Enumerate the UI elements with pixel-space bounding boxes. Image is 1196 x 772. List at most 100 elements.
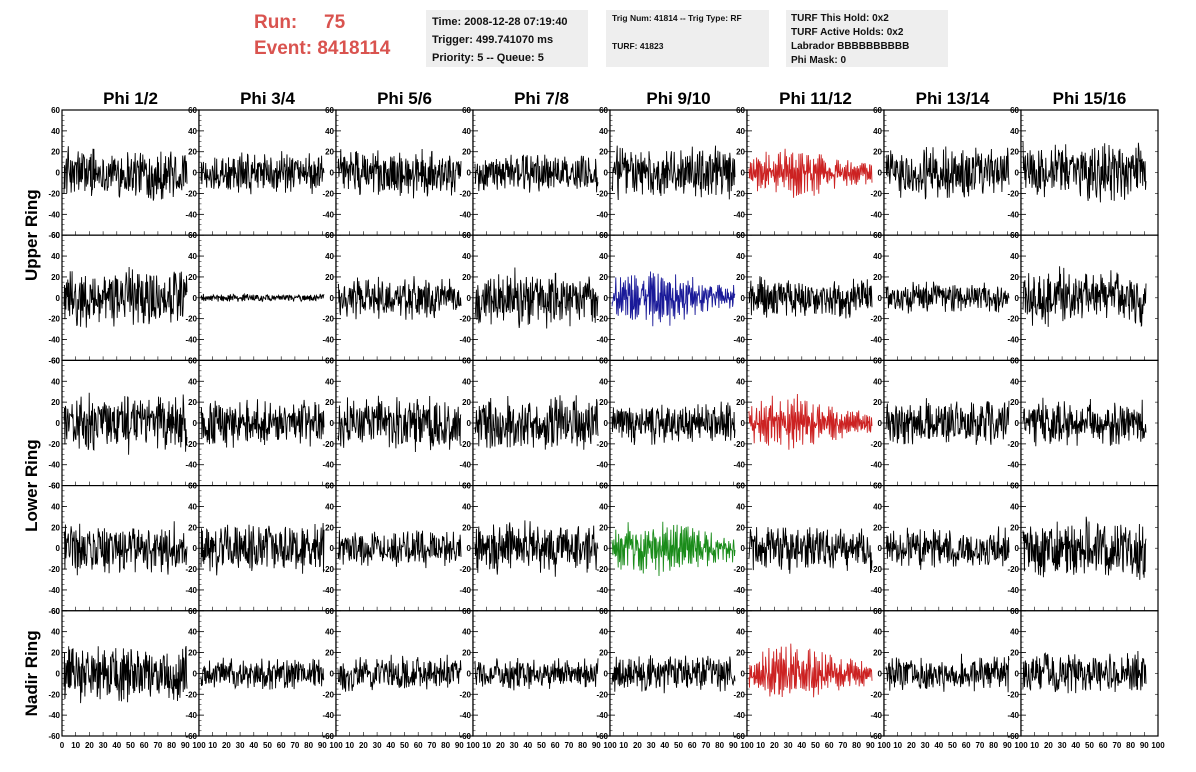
turf-info-box: TURF This Hold: 0x2 TURF Active Holds: 0… — [786, 10, 948, 67]
x-tick-label: 30 — [647, 741, 656, 750]
y-tick-label: 20 — [873, 148, 882, 157]
y-tick-label: 60 — [462, 607, 471, 616]
y-tick-label: 20 — [1010, 273, 1019, 282]
y-tick-label: -40 — [733, 210, 745, 219]
x-tick-label: 70 — [975, 741, 984, 750]
x-tick-label: 60 — [1099, 741, 1108, 750]
x-tick-label: 70 — [701, 741, 710, 750]
x-tick-label: 30 — [1058, 741, 1067, 750]
x-tick-label: 100 — [1151, 741, 1165, 750]
y-tick-label: 60 — [599, 106, 608, 115]
y-tick-label: 20 — [599, 398, 608, 407]
y-tick-label: -60 — [48, 356, 60, 365]
y-tick-label: -20 — [1007, 690, 1019, 699]
event-value: 8418114 — [317, 38, 391, 59]
y-tick-label: -40 — [48, 711, 60, 720]
y-tick-label: -20 — [596, 565, 608, 574]
y-tick-label: 40 — [736, 377, 745, 386]
y-tick-label: -60 — [48, 607, 60, 616]
y-tick-label: -20 — [322, 690, 334, 699]
waveform-trace — [337, 276, 462, 320]
y-tick-label: 20 — [51, 523, 60, 532]
x-tick-label: 100 — [466, 741, 480, 750]
y-tick-label: 20 — [51, 273, 60, 282]
y-tick-label: 0 — [604, 544, 609, 553]
y-tick-label: 40 — [736, 502, 745, 511]
y-tick-label: -40 — [1007, 586, 1019, 595]
y-tick-label: 40 — [1010, 628, 1019, 637]
y-tick-label: 60 — [51, 106, 60, 115]
y-tick-label: -60 — [48, 732, 60, 741]
x-tick-label: 90 — [729, 741, 738, 750]
y-tick-label: -60 — [48, 482, 60, 491]
y-tick-label: 60 — [325, 482, 334, 491]
y-tick-label: 60 — [736, 106, 745, 115]
x-tick-label: 80 — [989, 741, 998, 750]
y-tick-label: -40 — [322, 210, 334, 219]
y-tick-label: -20 — [870, 690, 882, 699]
y-tick-label: 60 — [599, 231, 608, 240]
y-tick-label: 0 — [1015, 419, 1020, 428]
y-tick-label: 60 — [873, 356, 882, 365]
y-tick-label: -20 — [870, 440, 882, 449]
y-tick-label: -40 — [48, 336, 60, 345]
labrador-text: Labrador BBBBBBBBBB — [791, 41, 910, 52]
x-tick-label: 40 — [112, 741, 121, 750]
y-tick-label: 20 — [1010, 148, 1019, 157]
trigger-text: Trigger: 499.741070 ms — [432, 34, 554, 46]
y-tick-label: 40 — [325, 377, 334, 386]
y-tick-label: 0 — [878, 669, 883, 678]
y-tick-label: 0 — [330, 419, 335, 428]
x-tick-label: 50 — [537, 741, 546, 750]
x-tick-label: 60 — [140, 741, 149, 750]
y-tick-label: 60 — [51, 356, 60, 365]
y-tick-label: 60 — [188, 231, 197, 240]
y-tick-label: 60 — [599, 607, 608, 616]
y-tick-label: 0 — [604, 669, 609, 678]
y-tick-label: -40 — [48, 586, 60, 595]
y-tick-label: 40 — [325, 502, 334, 511]
waveform-trace — [474, 395, 599, 450]
waveform-trace — [1022, 266, 1147, 328]
y-tick-label: 40 — [599, 252, 608, 261]
y-tick-label: 40 — [873, 377, 882, 386]
y-tick-label: 60 — [188, 482, 197, 491]
y-tick-label: -40 — [1007, 336, 1019, 345]
run-label: Run: — [254, 12, 298, 33]
y-tick-label: -60 — [185, 732, 197, 741]
y-tick-label: 0 — [330, 169, 335, 178]
y-tick-label: 60 — [325, 356, 334, 365]
x-tick-label: 60 — [414, 741, 423, 750]
x-tick-label: 90 — [181, 741, 190, 750]
y-tick-label: 20 — [1010, 649, 1019, 658]
x-tick-label: 10 — [482, 741, 491, 750]
y-tick-label: 60 — [462, 356, 471, 365]
y-tick-label: -20 — [322, 189, 334, 198]
y-tick-label: -20 — [185, 565, 197, 574]
y-tick-label: 40 — [873, 628, 882, 637]
y-tick-label: -40 — [459, 461, 471, 470]
y-tick-label: -20 — [596, 690, 608, 699]
y-tick-label: 20 — [188, 398, 197, 407]
turf-this-hold-text: TURF This Hold: 0x2 — [791, 13, 889, 24]
y-tick-label: 60 — [462, 106, 471, 115]
x-tick-label: 50 — [948, 741, 957, 750]
y-tick-label: 20 — [462, 148, 471, 157]
waveform-trace — [611, 271, 736, 327]
y-tick-label: 0 — [878, 419, 883, 428]
y-tick-label: -40 — [870, 586, 882, 595]
waveform-trace — [611, 145, 736, 201]
x-tick-label: 70 — [838, 741, 847, 750]
y-tick-label: -20 — [48, 315, 60, 324]
y-tick-label: 20 — [51, 649, 60, 658]
x-tick-label: 20 — [85, 741, 94, 750]
y-tick-label: -60 — [1007, 732, 1019, 741]
waveform-trace — [200, 399, 325, 448]
x-tick-label: 80 — [167, 741, 176, 750]
y-tick-label: -40 — [459, 711, 471, 720]
